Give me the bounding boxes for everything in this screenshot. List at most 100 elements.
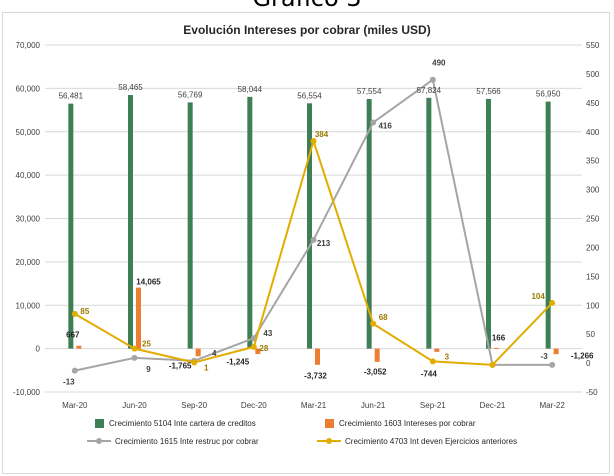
point-deven xyxy=(71,310,78,317)
label-cartera: 56,554 xyxy=(297,91,322,100)
label-cartera: 56,950 xyxy=(536,90,561,99)
legend: Crecimiento 5104 Inte cartera de credito… xyxy=(87,419,517,446)
label-restruc: 416 xyxy=(378,121,392,130)
point-deven xyxy=(191,359,198,366)
bar-cartera xyxy=(366,98,372,349)
right-tick-label: 0 xyxy=(586,359,591,368)
point-restruc xyxy=(429,76,436,83)
label-deven: 28 xyxy=(259,344,268,353)
point-deven xyxy=(370,320,377,327)
line-series xyxy=(71,76,556,374)
point-restruc xyxy=(549,361,556,368)
bar-intereses xyxy=(255,348,261,355)
label-intereses: 14,065 xyxy=(136,278,161,287)
x-category-label: Dec-20 xyxy=(241,401,267,410)
bar-cartera xyxy=(426,97,432,349)
x-category-label: Mar-20 xyxy=(62,401,88,410)
label-deven: 104 xyxy=(531,292,545,301)
page-title: Gráfico 3 xyxy=(0,0,614,12)
bar-cartera xyxy=(247,96,253,349)
data-labels: 56,481 58,465 56,769 58,044 56,554 57,554 57,8… xyxy=(59,59,594,387)
x-category-label: Sep-20 xyxy=(181,401,207,410)
right-tick-label: 200 xyxy=(586,243,600,252)
label-intereses: -744 xyxy=(421,370,438,379)
bar-cartera xyxy=(128,95,133,349)
bar-cartera xyxy=(545,101,551,349)
right-tick-label: 100 xyxy=(586,301,600,310)
right-tick-label: 450 xyxy=(586,99,600,108)
point-deven xyxy=(131,345,138,352)
left-axis-ticks: -10,000 0 10,000 20,000 30,000 40,000 50,000 60… xyxy=(13,41,41,397)
gridlines xyxy=(45,44,582,393)
label-cartera: 57,554 xyxy=(357,87,382,96)
label-cartera: 56,769 xyxy=(178,90,203,99)
label-intereses: -1,266 xyxy=(571,352,594,361)
label-deven: 3 xyxy=(445,352,450,361)
bar-intereses xyxy=(553,348,559,355)
label-restruc: 43 xyxy=(263,329,272,338)
point-restruc xyxy=(131,354,138,361)
label-cartera: 58,044 xyxy=(238,85,263,94)
bar-intereses xyxy=(136,287,141,349)
right-tick-label: -50 xyxy=(586,388,598,397)
x-category-label: Jun-20 xyxy=(122,401,147,410)
left-tick-label: -10,000 xyxy=(13,388,41,397)
right-tick-label: 300 xyxy=(586,186,600,195)
bar-intereses xyxy=(76,345,82,349)
chart-title: Evolución Intereses por cobrar (miles US… xyxy=(183,23,430,37)
left-tick-label: 70,000 xyxy=(16,41,41,50)
bar-intereses xyxy=(195,348,201,357)
legend-marker xyxy=(96,438,102,444)
line-deven xyxy=(74,137,553,366)
legend-label: Crecimiento 4703 Int deven Ejercicios an… xyxy=(345,437,517,446)
label-restruc: 213 xyxy=(317,239,331,248)
right-tick-label: 500 xyxy=(586,70,600,79)
point-restruc xyxy=(71,367,78,374)
point-deven xyxy=(250,343,257,350)
left-tick-label: 50,000 xyxy=(16,128,41,137)
bar-cartera xyxy=(486,98,491,349)
point-deven xyxy=(429,358,436,365)
label-cartera: 56,481 xyxy=(59,92,84,101)
bar-cartera xyxy=(307,103,312,349)
right-tick-label: 400 xyxy=(586,128,600,137)
point-deven xyxy=(489,361,496,368)
right-tick-label: 550 xyxy=(586,41,600,50)
bar-series xyxy=(68,95,559,365)
right-tick-label: 250 xyxy=(586,215,600,224)
point-restruc xyxy=(370,119,377,126)
label-cartera: 58,465 xyxy=(118,83,143,92)
bar-intereses xyxy=(374,348,380,362)
right-tick-label: 50 xyxy=(586,330,595,339)
point-restruc xyxy=(310,236,317,243)
bar-intereses xyxy=(315,348,320,365)
label-restruc: 490 xyxy=(432,59,446,68)
label-intereses: -1,765 xyxy=(169,362,192,371)
bar-cartera xyxy=(187,102,193,349)
label-intereses: -3,052 xyxy=(364,368,387,377)
left-tick-label: 10,000 xyxy=(16,301,41,310)
bar-cartera xyxy=(68,103,74,349)
chart-frame xyxy=(2,12,610,474)
label-intereses: -3,732 xyxy=(304,372,327,381)
label-intereses: 166 xyxy=(492,334,506,343)
x-category-label: Sep-21 xyxy=(420,401,446,410)
left-tick-label: 30,000 xyxy=(16,215,41,224)
x-category-label: Mar-21 xyxy=(301,401,327,410)
right-tick-label: 150 xyxy=(586,272,600,281)
label-cartera: 57,824 xyxy=(417,86,442,95)
legend-swatch xyxy=(325,419,334,428)
label-deven: 1 xyxy=(204,364,209,373)
legend-marker xyxy=(326,438,332,444)
x-category-label: Mar-22 xyxy=(539,401,565,410)
left-tick-label: 20,000 xyxy=(16,258,41,267)
x-category-label: Jun-21 xyxy=(361,401,386,410)
point-deven xyxy=(310,138,317,145)
legend-label: Crecimiento 1603 Intereses por cobrar xyxy=(339,419,476,428)
label-restruc: 4 xyxy=(212,349,217,358)
bar-intereses xyxy=(494,347,499,349)
label-intereses: 667 xyxy=(66,331,80,340)
point-deven xyxy=(549,299,556,306)
legend-label: Crecimiento 5104 Inte cartera de credito… xyxy=(109,419,256,428)
